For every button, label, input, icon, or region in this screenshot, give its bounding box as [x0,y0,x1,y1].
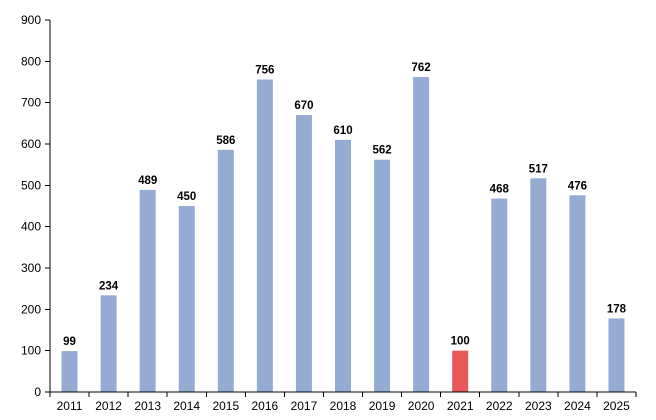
bar-2015 [217,149,234,392]
data-label-2011: 99 [63,336,76,348]
x-tick-label-2013: 2013 [134,399,161,413]
bar-2024 [569,195,586,392]
data-label-2012: 234 [99,280,119,292]
data-label-2014: 450 [177,191,196,203]
data-label-2024: 476 [568,180,587,192]
x-tick-label-2015: 2015 [212,399,239,413]
y-tick-label: 800 [21,54,41,68]
x-axis-tick-labels: 2011 2012 2013 2014 2015 2016 2017 2018 2019 2020… [49,392,637,413]
bar-2016 [256,79,273,393]
x-tick-label-2021: 2021 [447,399,474,413]
bars [61,77,625,393]
data-label-2016: 756 [255,65,274,77]
data-labels: 99 234 489 450 586 756 670 610 562 762 100 468 517 47… [63,62,627,348]
bar-2014 [178,206,195,392]
x-tick-label-2023: 2023 [525,399,552,413]
bar-2020 [413,77,430,392]
x-tick-label-2018: 2018 [330,399,357,413]
y-tick-label: 300 [21,261,41,275]
x-tick-label-2022: 2022 [486,399,513,413]
x-tick-label-2019: 2019 [369,399,396,413]
x-tick-label-2016: 2016 [252,399,279,413]
x-tick-label-2020: 2020 [408,399,435,413]
y-tick-label: 400 [21,220,41,234]
x-tick-label-2011: 2011 [57,399,83,413]
bar-2019 [374,159,391,392]
data-label-2023: 517 [529,163,548,175]
x-tick-label-2014: 2014 [173,399,200,413]
x-tick-label-2012: 2012 [95,399,122,413]
bar-2012 [100,295,117,392]
x-tick-label-2017: 2017 [291,399,318,413]
y-tick-label: 200 [21,302,41,316]
data-label-2020: 762 [412,62,431,74]
bar-2017 [295,115,312,393]
bar-2021 [452,350,469,392]
data-label-2021: 100 [451,336,470,348]
bar-2025 [608,318,625,392]
data-label-2019: 562 [372,145,391,157]
data-label-2022: 468 [490,184,510,196]
y-tick-label: 100 [21,344,41,358]
data-label-2018: 610 [333,125,352,137]
y-tick-label: 0 [34,385,41,399]
data-label-2015: 586 [216,135,235,147]
x-tick-label-2025: 2025 [603,399,630,413]
y-tick-label: 700 [21,96,41,110]
data-label-2013: 489 [138,175,157,187]
y-tick-label: 500 [21,178,41,192]
data-label-2017: 670 [294,100,313,112]
bar-2018 [335,139,351,392]
bar-2013 [139,189,156,392]
bar-2011 [61,351,78,392]
data-label-2025: 178 [607,303,627,315]
bar-2023 [530,178,547,392]
y-tick-label: 600 [21,137,41,151]
x-tick-label-2024: 2024 [564,399,591,413]
y-axis-ticks: 0 100 200 300 400 500 600 700 800 900 [21,13,50,399]
bar-2022 [491,198,508,392]
y-tick-label: 900 [21,13,41,27]
